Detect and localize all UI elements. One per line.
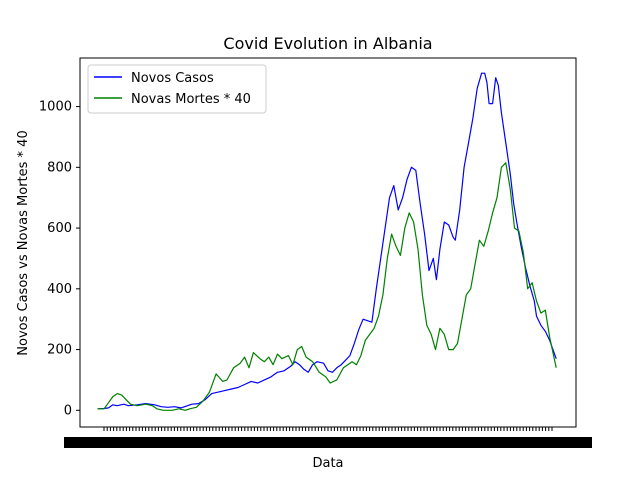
y-tick-label: 0 <box>64 403 72 418</box>
x-tick-labels-overlap <box>64 437 592 448</box>
legend-label-1: Novas Mortes * 40 <box>131 92 251 107</box>
legend: Novos Casos Novas Mortes * 40 <box>87 64 267 114</box>
plot-area: 0 200 400 600 800 1000 <box>39 57 592 448</box>
y-tick-label: 400 <box>47 282 72 297</box>
series-line-1 <box>97 162 557 411</box>
y-axis-label: Novos Casos vs Novas Mortes * 40 <box>16 130 31 355</box>
y-tick-label: 600 <box>47 221 72 236</box>
legend-box <box>87 64 267 114</box>
y-tick-label: 800 <box>47 160 72 175</box>
y-tick-label: 1000 <box>39 100 72 115</box>
legend-label-0: Novos Casos <box>131 71 214 86</box>
x-axis-label: Data <box>312 456 343 471</box>
y-tick-label: 200 <box>47 343 72 358</box>
chart-title: Covid Evolution in Albania <box>223 34 432 53</box>
series-line-0 <box>97 72 557 410</box>
